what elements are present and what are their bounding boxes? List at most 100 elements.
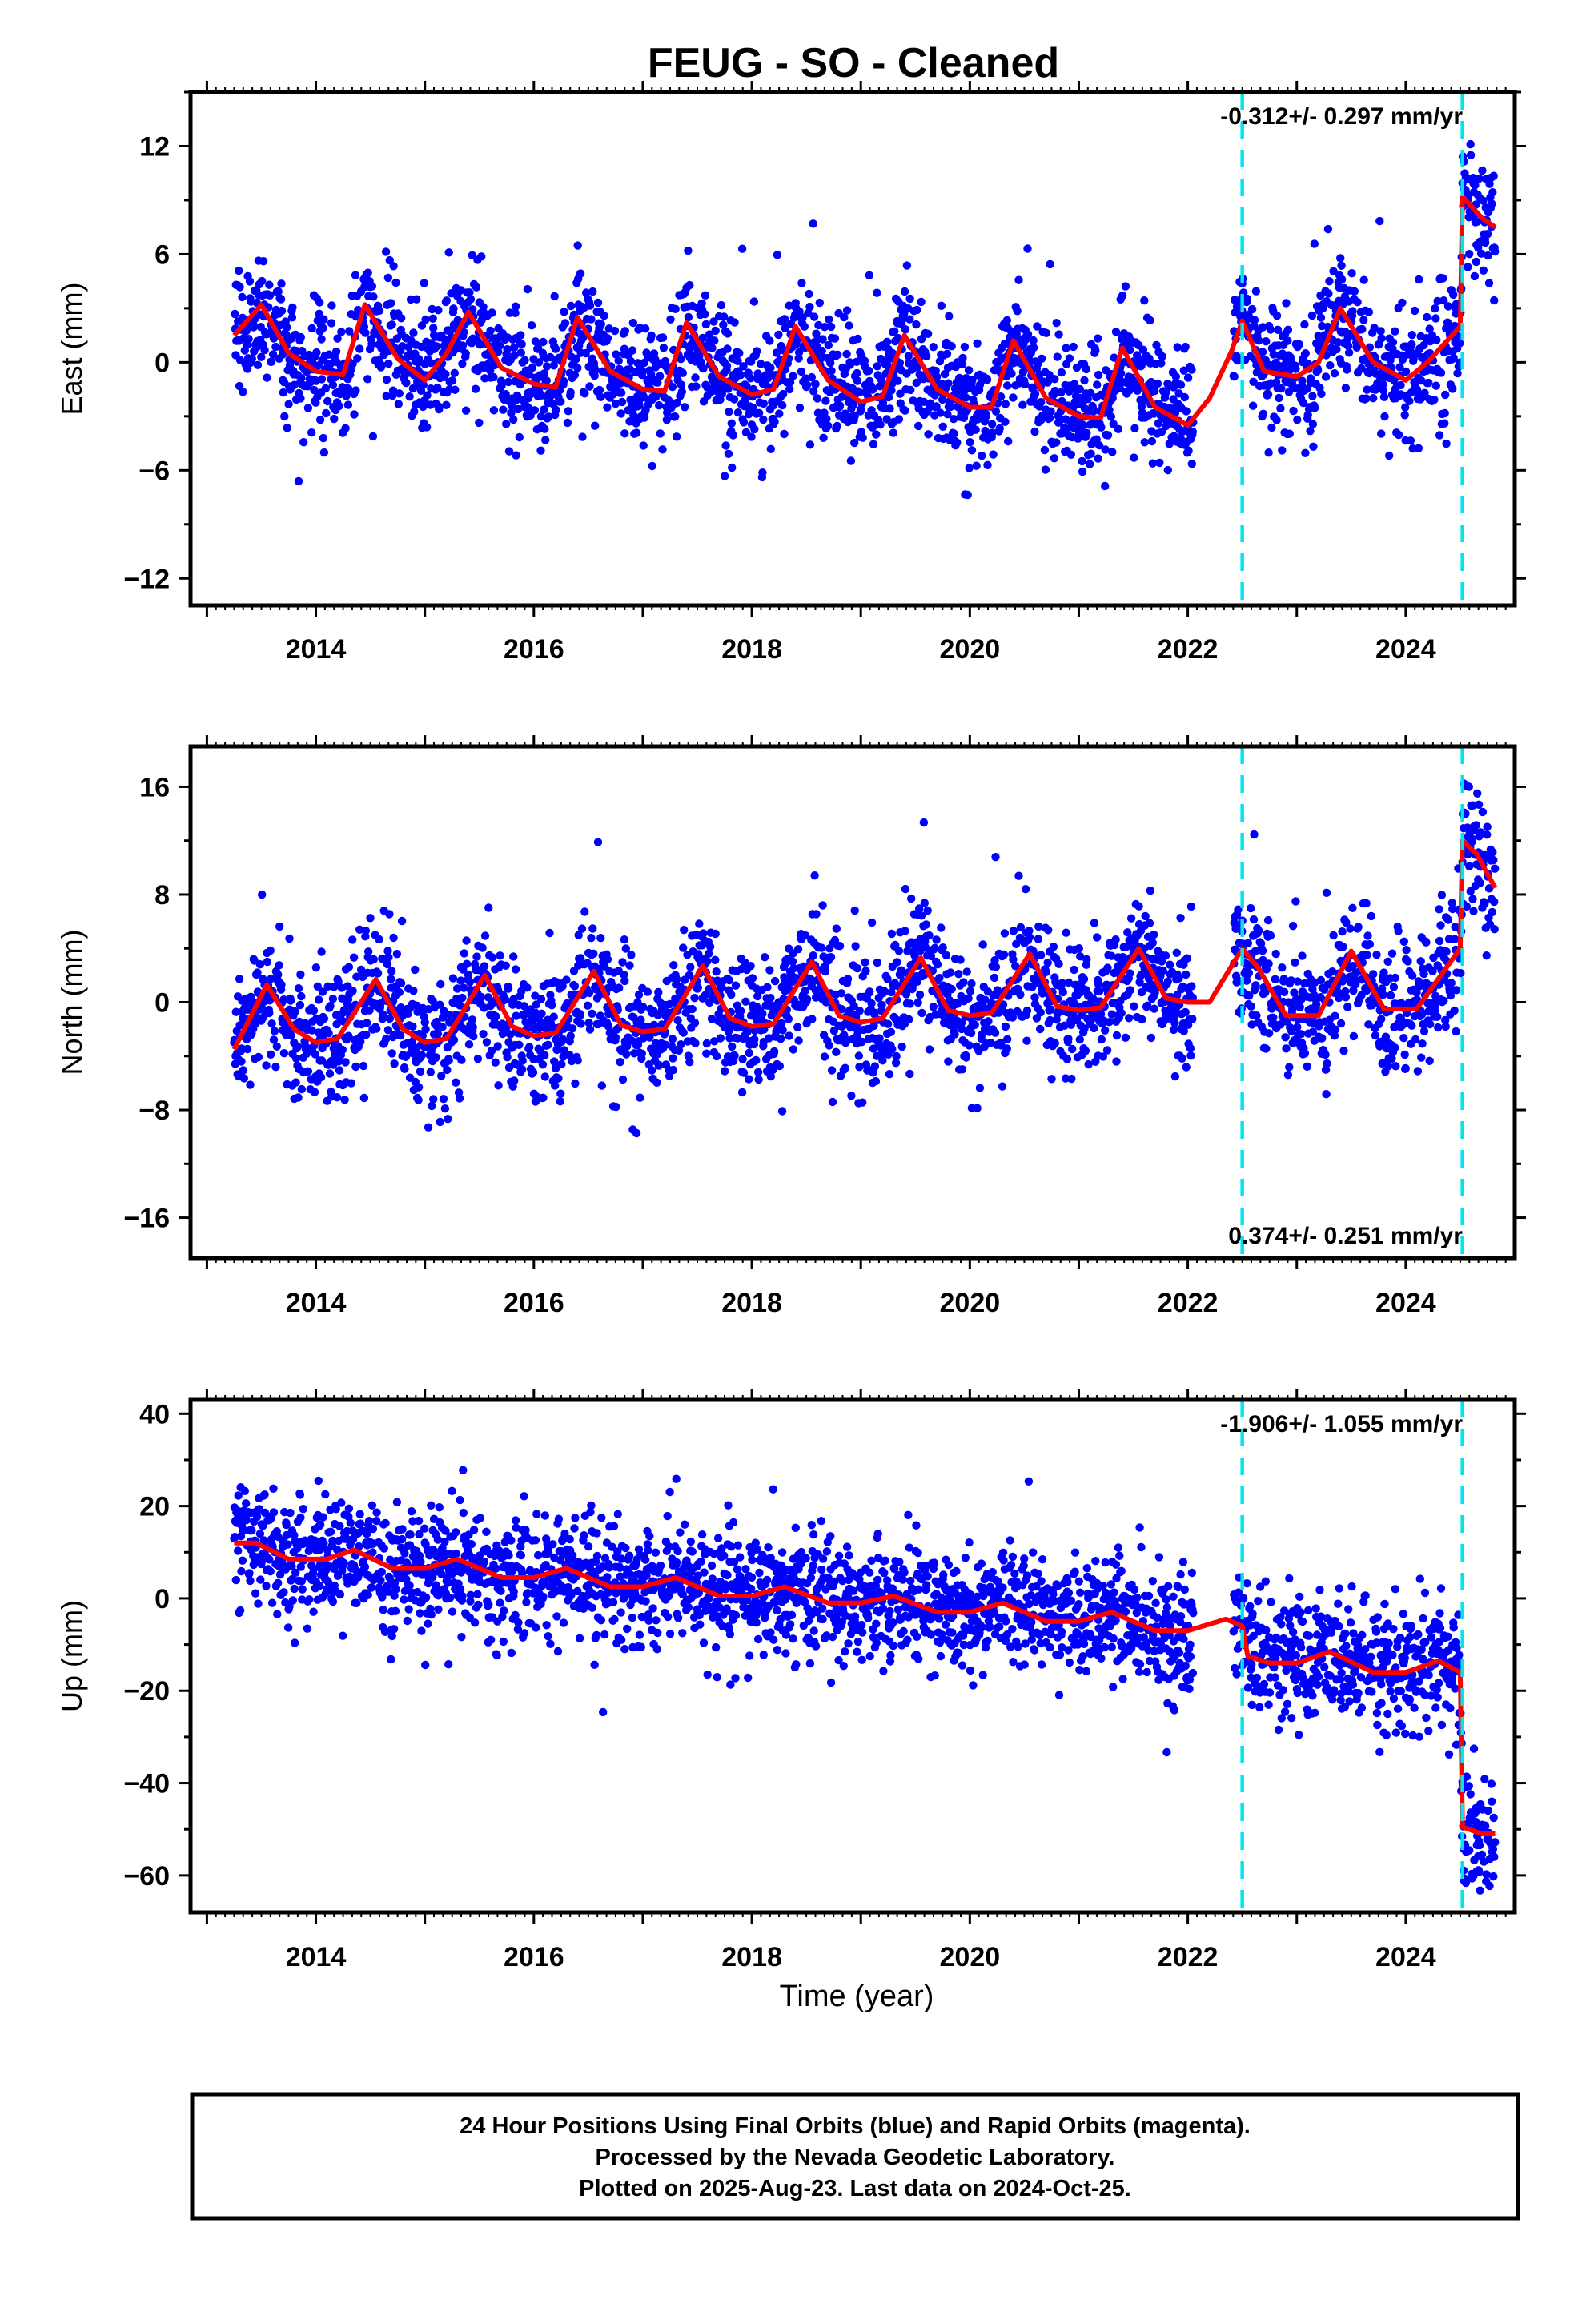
data-point — [458, 993, 467, 1003]
data-point — [317, 335, 326, 344]
data-point — [853, 376, 862, 385]
data-point — [1234, 905, 1243, 914]
data-point — [905, 359, 913, 368]
data-point — [745, 1048, 753, 1058]
data-point — [1271, 949, 1280, 959]
data-point — [914, 421, 923, 431]
data-point — [1272, 312, 1282, 320]
data-point — [389, 933, 398, 943]
data-point — [1040, 445, 1050, 455]
data-point — [649, 1020, 659, 1030]
data-point — [558, 982, 567, 991]
data-point — [855, 388, 864, 397]
data-point — [1336, 1019, 1346, 1028]
data-point — [995, 424, 1004, 433]
data-point — [258, 276, 267, 286]
data-point — [620, 327, 629, 336]
data-point — [405, 392, 414, 401]
data-point — [754, 1075, 763, 1084]
data-point — [679, 1028, 688, 1037]
data-point — [849, 400, 858, 409]
data-point — [747, 432, 756, 441]
data-point — [820, 323, 829, 332]
data-point — [330, 414, 339, 424]
data-point — [717, 389, 726, 398]
data-point — [319, 433, 328, 443]
data-point — [731, 981, 741, 990]
data-point — [950, 429, 958, 438]
data-point — [1306, 427, 1315, 436]
data-point — [1090, 1023, 1098, 1033]
data-point — [1379, 392, 1389, 401]
data-point — [905, 294, 914, 304]
data-point — [516, 331, 525, 340]
data-point — [705, 949, 713, 959]
data-point — [297, 991, 306, 1001]
data-point — [1134, 384, 1142, 392]
data-point — [285, 934, 294, 943]
data-point — [684, 1051, 693, 1060]
data-point — [397, 916, 407, 926]
data-point — [258, 890, 267, 899]
data-point — [887, 987, 896, 997]
data-point — [525, 1043, 534, 1051]
data-point — [1123, 928, 1132, 937]
data-point — [1275, 393, 1283, 403]
data-point — [440, 1104, 450, 1113]
data-point — [361, 328, 370, 337]
data-point — [557, 1059, 566, 1069]
data-point — [381, 247, 391, 256]
data-point — [656, 429, 665, 438]
data-point — [1484, 251, 1492, 260]
data-point — [826, 322, 836, 332]
data-point — [1324, 289, 1333, 298]
data-point — [1414, 444, 1423, 452]
data-point — [387, 320, 396, 329]
data-point — [452, 1078, 460, 1087]
data-point — [832, 1047, 841, 1057]
data-point — [1037, 398, 1046, 407]
data-point — [239, 1066, 248, 1075]
data-point — [915, 904, 924, 913]
data-point — [1282, 299, 1291, 308]
data-point — [511, 302, 520, 311]
data-point — [1182, 954, 1191, 963]
data-point — [765, 336, 774, 345]
data-point — [307, 428, 316, 437]
data-point — [1285, 429, 1295, 438]
data-point — [1478, 166, 1487, 175]
data-point — [680, 926, 689, 935]
data-point — [991, 407, 1001, 416]
data-point — [1453, 368, 1462, 378]
data-point — [632, 1128, 641, 1138]
data-point — [867, 918, 877, 927]
data-point — [1145, 919, 1154, 927]
data-point — [1344, 348, 1354, 357]
data-point — [593, 298, 603, 308]
data-point — [426, 358, 435, 368]
data-point — [612, 1102, 620, 1112]
data-point — [845, 360, 855, 369]
data-point — [1317, 389, 1326, 398]
data-point — [1291, 958, 1299, 967]
data-point — [865, 271, 874, 279]
data-point — [1150, 409, 1158, 418]
data-point — [889, 428, 898, 437]
data-point — [294, 476, 303, 486]
data-point — [583, 1001, 592, 1010]
data-point — [1379, 386, 1388, 395]
data-point — [724, 384, 733, 393]
data-point — [1186, 1043, 1195, 1053]
data-point — [1439, 274, 1447, 283]
data-point — [275, 961, 283, 970]
x-tick-label: 2022 — [1158, 634, 1219, 665]
data-point — [404, 342, 413, 352]
data-point — [1488, 188, 1497, 197]
data-point — [345, 327, 354, 336]
data-point — [890, 327, 899, 336]
data-point — [588, 287, 597, 296]
data-point — [942, 349, 952, 358]
data-point — [267, 1019, 276, 1028]
data-point — [307, 324, 316, 333]
data-point — [1336, 254, 1345, 263]
